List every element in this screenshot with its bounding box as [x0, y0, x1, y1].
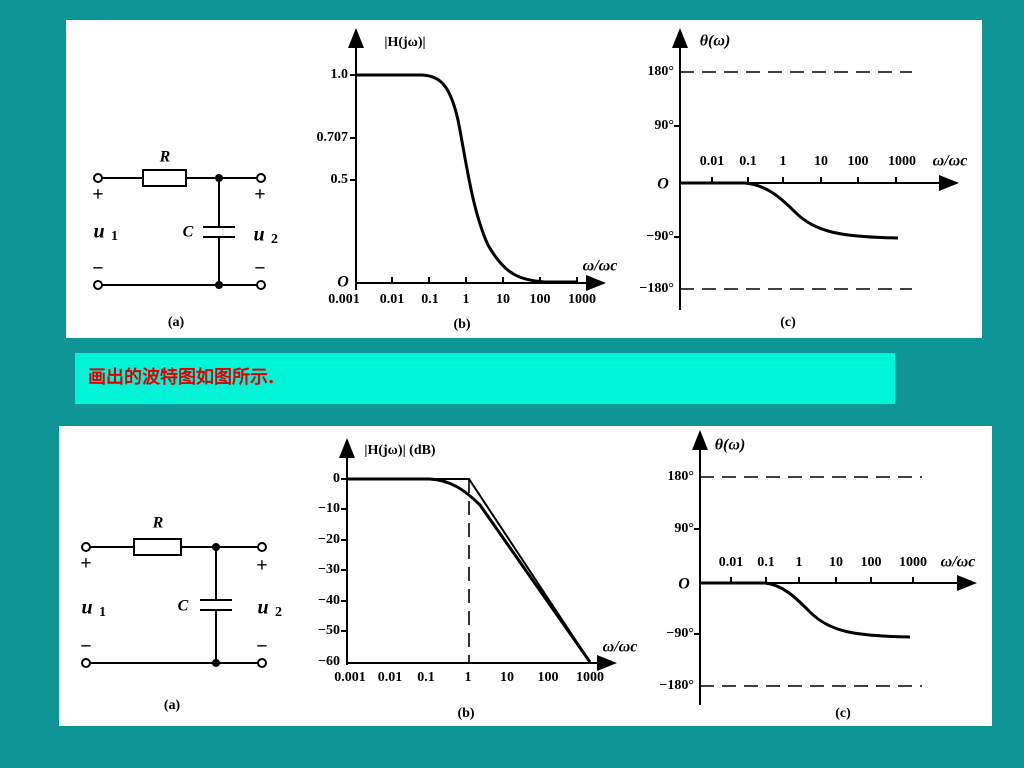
y-tick-label: 180° [647, 64, 674, 79]
y-tick-label: 90° [674, 521, 694, 536]
output-voltage-subscript: 2 [275, 605, 282, 620]
input-voltage-subscript: 1 [99, 605, 106, 620]
minus-sign: − [254, 258, 265, 280]
plus-sign: + [80, 553, 91, 575]
x-axis-label: ω/ωc [583, 258, 618, 275]
x-tick-label: 1 [465, 670, 472, 685]
x-tick-label: 0.01 [378, 670, 403, 685]
plus-sign: + [92, 184, 103, 206]
caption-box [75, 353, 895, 404]
resistor-label: R [159, 149, 171, 166]
x-tick-label: 100 [530, 292, 551, 307]
top-circuit [93, 169, 266, 290]
x-tick-label: 1000 [888, 154, 916, 169]
y-tick-label: −30 [318, 562, 340, 577]
y-axis-label: |H(jω)| [384, 35, 425, 50]
input-voltage-label: u [81, 597, 92, 619]
x-tick-label: 0.001 [328, 292, 360, 307]
y-tick-label: −90° [646, 229, 674, 244]
figure-caption: (a) [164, 698, 181, 713]
plus-sign: + [256, 555, 267, 577]
output-voltage-subscript: 2 [271, 232, 278, 247]
y-axis-label: |H(jω)| (dB) [364, 443, 436, 458]
x-tick-label: 1000 [568, 292, 596, 307]
x-tick-label: 100 [538, 670, 559, 685]
y-tick-label: −20 [318, 532, 340, 547]
x-tick-label: 0.01 [700, 154, 725, 169]
minus-sign: − [256, 636, 267, 658]
x-tick-label: 0.1 [417, 670, 435, 685]
x-tick-label: 1000 [899, 555, 927, 570]
x-axis-label: ω/ωc [941, 554, 976, 571]
resistor-label: R [152, 515, 164, 532]
x-axis-label: ω/ωc [933, 153, 968, 170]
x-tick-label: 100 [861, 555, 882, 570]
plus-sign: + [254, 184, 265, 206]
input-voltage-label: u [93, 221, 104, 243]
capacitor-label: C [183, 224, 194, 241]
figure-caption: (b) [457, 706, 474, 721]
bottom-figure-panel [59, 426, 992, 726]
caption-text: 画出的波特图如图所示. [88, 366, 274, 388]
y-axis-label: θ(ω) [715, 437, 746, 454]
y-tick-label: −60 [318, 654, 340, 669]
x-tick-label: 10 [814, 154, 828, 169]
bottom-magnitude-plot [339, 438, 617, 671]
y-tick-label: 0.5 [331, 172, 349, 187]
x-tick-label: 0.1 [421, 292, 439, 307]
y-tick-label: −90° [666, 626, 694, 641]
y-tick-label: 0 [333, 471, 340, 486]
capacitor-label: C [178, 598, 189, 615]
x-tick-label: 1 [463, 292, 470, 307]
figure-caption: (a) [168, 315, 185, 330]
origin-label: O [657, 176, 669, 193]
y-tick-label: 0.707 [317, 130, 349, 145]
x-tick-label: 0.1 [757, 555, 775, 570]
x-axis-label: ω/ωc [603, 639, 638, 656]
x-tick-label: 1 [780, 154, 787, 169]
input-voltage-subscript: 1 [111, 229, 118, 244]
top-phase-plot [672, 28, 959, 310]
bottom-phase-plot [692, 430, 977, 705]
x-tick-label: 0.001 [334, 670, 366, 685]
y-tick-label: 180° [667, 469, 694, 484]
y-tick-label: −50 [318, 623, 340, 638]
y-tick-label: −10 [318, 501, 340, 516]
origin-label: O [337, 274, 349, 291]
x-tick-label: 0.01 [380, 292, 405, 307]
x-tick-label: 1 [796, 555, 803, 570]
output-voltage-label: u [257, 597, 268, 619]
top-magnitude-plot [348, 28, 606, 291]
x-tick-label: 1000 [576, 670, 604, 685]
y-tick-label: 90° [654, 118, 674, 133]
origin-label: O [678, 576, 690, 593]
minus-sign: − [92, 258, 103, 280]
y-tick-label: −40 [318, 593, 340, 608]
x-tick-label: 100 [848, 154, 869, 169]
output-voltage-label: u [253, 224, 264, 246]
figure-caption: (c) [780, 315, 796, 330]
bottom-circuit [81, 538, 267, 668]
x-tick-label: 0.1 [739, 154, 757, 169]
x-tick-label: 10 [829, 555, 843, 570]
figure-caption: (c) [835, 706, 851, 721]
y-axis-label: θ(ω) [700, 33, 731, 50]
x-tick-label: 0.01 [719, 555, 744, 570]
minus-sign: − [80, 636, 91, 658]
x-tick-label: 10 [496, 292, 510, 307]
x-tick-label: 10 [500, 670, 514, 685]
y-tick-label: −180° [639, 281, 674, 296]
y-tick-label: −180° [659, 678, 694, 693]
y-tick-label: 1.0 [331, 67, 349, 82]
figure-caption: (b) [453, 317, 470, 332]
